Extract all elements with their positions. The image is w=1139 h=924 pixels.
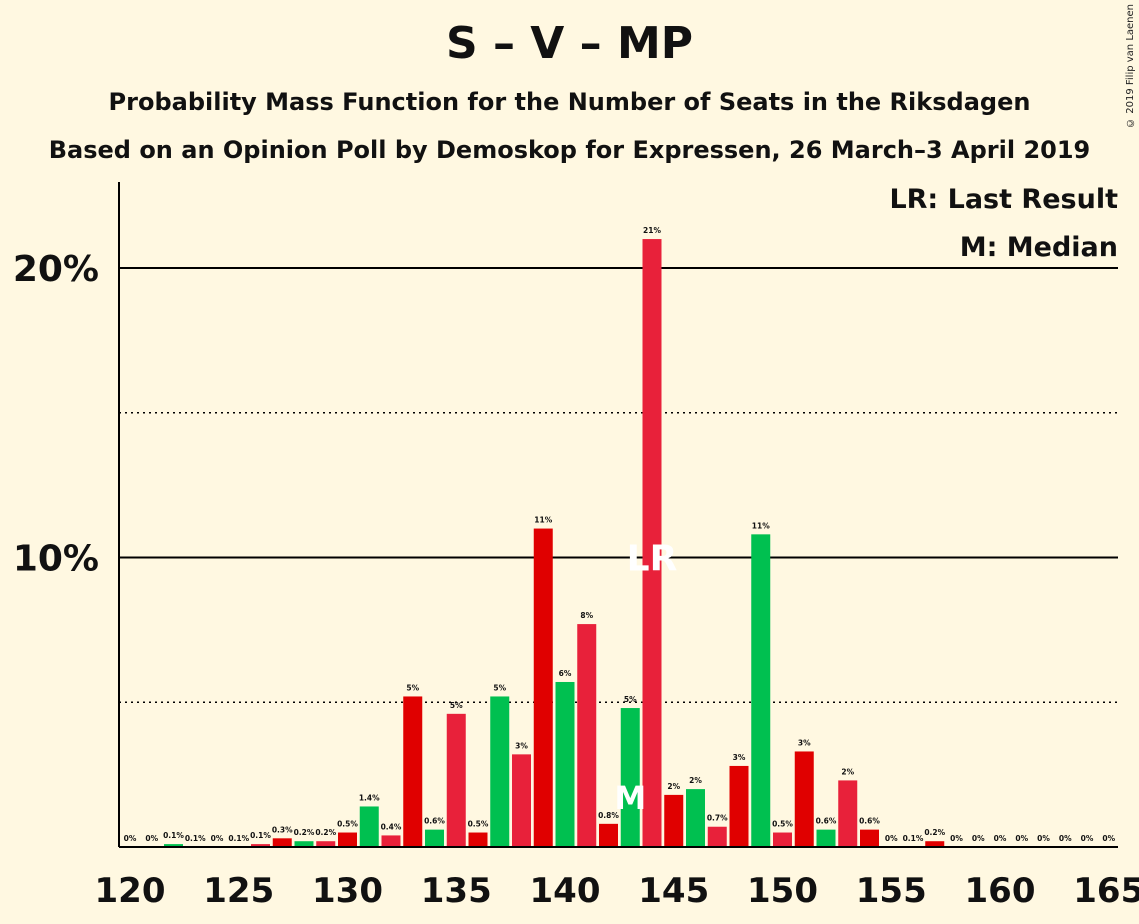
bar-seat-145: [664, 794, 684, 847]
bar-seat-143: [620, 708, 640, 847]
bar-seat-150: [773, 832, 792, 847]
bar-value-label: 3%: [515, 741, 528, 750]
bar-seat-126: [251, 844, 270, 847]
bar-value-label: 0.2%: [924, 828, 945, 837]
bar-value-label: 0.1%: [228, 834, 249, 843]
x-tick-label: 125: [203, 871, 274, 911]
legend-last-result: LR: Last Result: [889, 184, 1118, 215]
bar-value-label: 0.5%: [337, 820, 358, 829]
bar-seat-133: [403, 696, 423, 847]
x-tick-label: 135: [421, 871, 492, 911]
last-result-marker: LR: [627, 539, 678, 580]
bar-seat-132: [381, 835, 401, 847]
chart-subtitle: Probability Mass Function for the Number…: [108, 88, 1031, 116]
bar-value-label: 0.2%: [294, 828, 315, 837]
bar-seat-148: [729, 765, 749, 847]
bar-seat-122: [164, 844, 183, 847]
bar-value-label: 0.4%: [381, 822, 402, 831]
bar-seat-139: [533, 528, 553, 847]
bar-seat-146: [686, 789, 705, 847]
bar-seat-138: [512, 754, 531, 847]
bar-value-label: 0.6%: [816, 817, 837, 826]
bar-value-label: 0.6%: [859, 817, 880, 826]
bar-value-label: 0%: [972, 834, 985, 843]
bar-value-label: 0.5%: [772, 820, 793, 829]
bar-value-label: 8%: [580, 611, 593, 620]
bar-value-label: 2%: [841, 767, 854, 776]
bar-seat-154: [860, 829, 879, 847]
bar-seat-137: [490, 696, 510, 847]
bar-value-label: 0.1%: [163, 831, 184, 840]
bar-value-label: 0%: [1102, 834, 1115, 843]
bar-seat-135: [446, 713, 466, 847]
bar-seat-157: [925, 841, 945, 847]
bar-value-label: 0.8%: [598, 811, 619, 820]
bar-value-label: 0.6%: [424, 817, 445, 826]
bar-value-label: 3%: [733, 753, 746, 762]
x-tick-label: 160: [965, 871, 1036, 911]
bar-seat-129: [316, 841, 336, 847]
chart-title: S – V – MP: [445, 18, 694, 69]
bar-seat-153: [838, 780, 858, 847]
bar-seat-142: [599, 823, 618, 847]
bar-value-label: 0%: [1081, 834, 1094, 843]
bar-value-label: 0%: [1015, 834, 1028, 843]
bar-seat-136: [468, 832, 488, 847]
y-tick-label: 10%: [13, 539, 99, 580]
x-tick-label: 120: [95, 871, 166, 911]
bar-seat-130: [338, 832, 357, 847]
bar-seat-152: [816, 829, 836, 847]
bar-value-label: 5%: [450, 701, 463, 710]
bar-value-label: 0%: [211, 834, 224, 843]
bar-value-label: 0.1%: [250, 831, 271, 840]
bar-seat-128: [294, 841, 314, 847]
x-tick-label: 165: [1073, 871, 1139, 911]
x-tick-label: 155: [856, 871, 927, 911]
bar-value-label: 5%: [624, 695, 637, 704]
bar-value-label: 1.4%: [359, 793, 380, 802]
bar-value-label: 0%: [994, 834, 1007, 843]
bar-value-label: 6%: [559, 669, 572, 678]
bar-value-label: 21%: [643, 226, 661, 235]
bar-value-label: 0%: [1037, 834, 1050, 843]
bar-seat-134: [425, 829, 444, 847]
bar-seat-131: [359, 806, 379, 847]
bar-value-label: 0.1%: [903, 834, 924, 843]
bar-value-label: 3%: [798, 738, 811, 747]
y-tick-label: 20%: [13, 249, 99, 290]
bar-value-label: 0.7%: [707, 814, 728, 823]
bar-value-label: 0%: [1059, 834, 1072, 843]
bar-value-label: 11%: [534, 516, 552, 525]
bar-value-label: 0.3%: [272, 825, 293, 834]
bar-value-label: 0.5%: [468, 820, 489, 829]
bar-seat-140: [555, 681, 575, 847]
bar-seat-144: [642, 239, 662, 848]
bar-value-label: 0%: [950, 834, 963, 843]
bar-value-label: 2%: [667, 782, 680, 791]
chart-subtitle-source: Based on an Opinion Poll by Demoskop for…: [48, 136, 1091, 164]
legend-median: M: Median: [959, 232, 1118, 263]
x-tick-label: 130: [312, 871, 383, 911]
bar-seat-141: [577, 624, 597, 847]
x-tick-label: 145: [638, 871, 709, 911]
bar-value-label: 0.2%: [315, 828, 336, 837]
bar-value-label: 0%: [145, 834, 158, 843]
bar-value-label: 0%: [124, 834, 137, 843]
bar-value-label: 0.1%: [185, 834, 206, 843]
bar-seat-127: [272, 838, 292, 847]
x-tick-label: 140: [530, 871, 601, 911]
bar-value-label: 5%: [406, 683, 419, 692]
bar-value-label: 11%: [752, 521, 770, 530]
bar-value-label: 2%: [689, 776, 702, 785]
median-marker: M: [614, 779, 646, 817]
bar-seat-151: [794, 751, 814, 847]
bar-value-label: 0%: [885, 834, 898, 843]
bar-value-label: 5%: [493, 683, 506, 692]
bar-seat-149: [751, 534, 771, 847]
x-tick-label: 150: [747, 871, 818, 911]
bar-seat-147: [707, 826, 727, 847]
